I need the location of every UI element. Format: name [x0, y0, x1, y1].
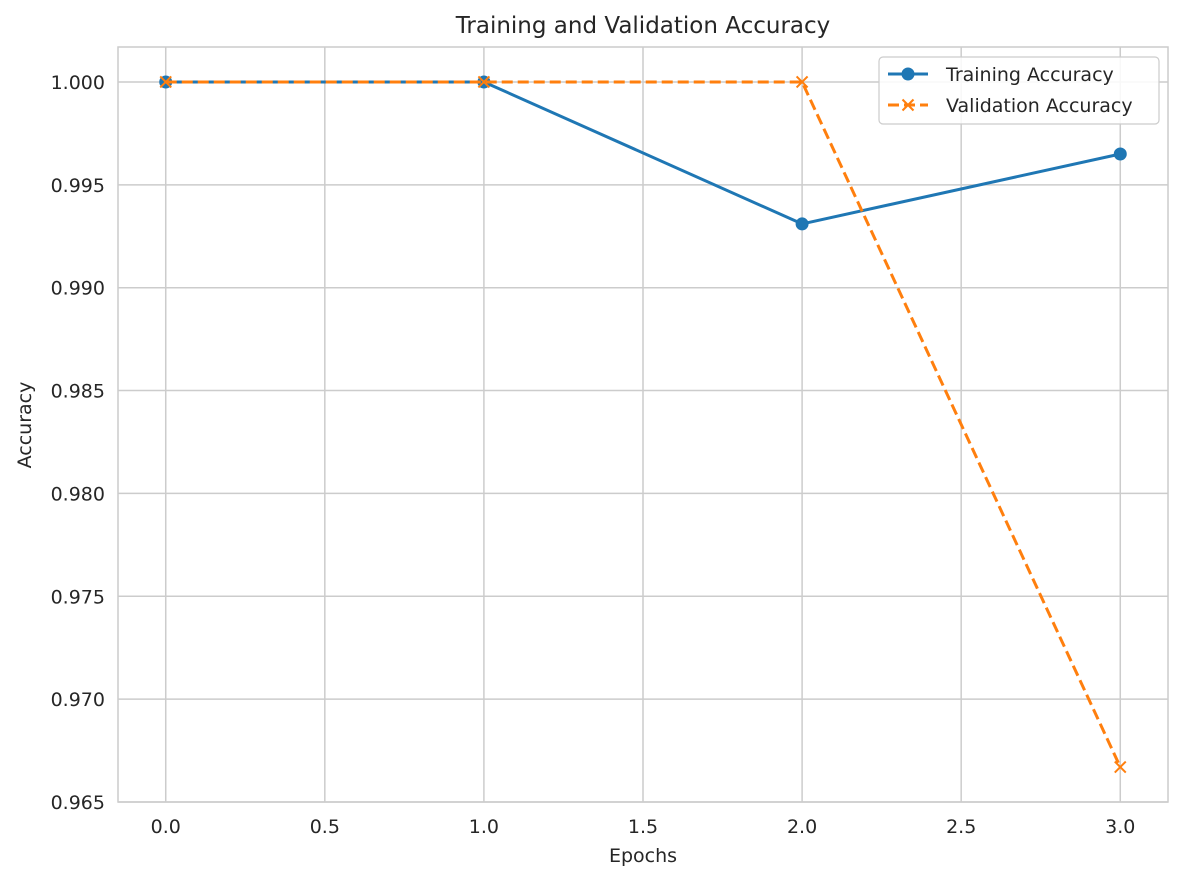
data-point	[1114, 760, 1127, 774]
series-validation	[159, 75, 1127, 774]
data-point	[159, 75, 172, 89]
y-tick-label: 0.975	[51, 586, 105, 608]
plot-area-frame	[117, 46, 1169, 803]
y-axis-label: Accuracy	[14, 382, 36, 469]
x-tick-label: 0.0	[151, 816, 181, 838]
x-tick-label: 1.5	[628, 816, 658, 838]
x-tick-label: 2.5	[946, 816, 976, 838]
y-tick-label: 0.985	[51, 381, 105, 403]
legend-item: Training Accuracy	[888, 64, 1114, 86]
data-point	[795, 217, 809, 231]
series-layer	[159, 75, 1127, 774]
chart-title: Training and Validation Accuracy	[455, 13, 831, 39]
grid-layer	[118, 47, 1168, 803]
y-tick-label: 0.980	[51, 483, 105, 505]
y-tick-label: 0.965	[51, 792, 105, 814]
data-point	[795, 75, 809, 89]
series-line	[165, 80, 1121, 226]
x-tick-label: 0.5	[310, 816, 340, 838]
legend: Training Accuracy Validation Accuracy	[878, 56, 1160, 125]
y-tick-label: 0.995	[51, 175, 105, 197]
data-point	[1113, 147, 1127, 161]
legend-item: Validation Accuracy	[888, 95, 1133, 117]
data-point	[477, 75, 491, 89]
y-tick-label: 1.000	[51, 72, 105, 94]
x-tick-label: 1.0	[469, 816, 499, 838]
x-axis-label: Epochs	[609, 845, 677, 867]
y-tick-label: 0.990	[51, 278, 105, 300]
x-tick-label: 3.0	[1105, 816, 1135, 838]
legend-marker-sample	[901, 98, 915, 112]
legend-label: Training Accuracy	[945, 64, 1114, 86]
legend-box	[878, 56, 1160, 125]
series-line	[165, 80, 1122, 768]
x-tick-label: 2.0	[787, 816, 817, 838]
legend-marker-sample	[901, 67, 915, 81]
y-tick-label: 0.970	[51, 689, 105, 711]
tick-labels-layer: 0.0 0.5 1.0 1.5 2.0 2.5 3.0 0.965 0.970 0.975 0.98…	[51, 72, 1136, 838]
legend-label: Validation Accuracy	[946, 95, 1133, 117]
